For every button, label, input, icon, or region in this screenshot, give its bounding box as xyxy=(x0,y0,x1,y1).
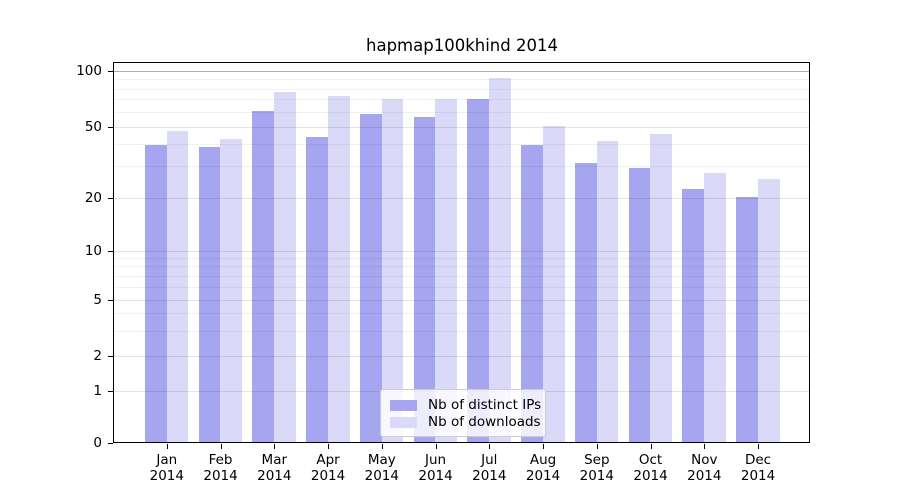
bar-downloads-oct xyxy=(650,133,673,442)
legend-label-downloads: Nb of downloads xyxy=(428,414,541,430)
x-axis-tick-feb xyxy=(220,444,222,449)
bar-distinct-ips-apr xyxy=(306,137,328,442)
y-axis-tick-10 xyxy=(108,250,113,252)
bar-distinct-ips-mar xyxy=(252,111,275,442)
bar-downloads-aug xyxy=(542,125,565,442)
gridline-9 xyxy=(114,257,809,259)
y-axis-tick-5 xyxy=(108,300,113,302)
gridline-100 xyxy=(114,70,809,72)
legend-item-downloads: Nb of downloads xyxy=(390,414,541,430)
gridline-4 xyxy=(114,313,809,315)
legend-item-distinct-ips: Nb of distinct IPs xyxy=(390,397,541,413)
gridline-6 xyxy=(114,286,809,288)
x-axis-tick-label-oct: Oct 2014 xyxy=(633,452,668,484)
y-axis-tick-label-0: 0 xyxy=(93,435,102,451)
y-axis-tick-label-2: 2 xyxy=(93,348,102,364)
plot-area xyxy=(113,62,810,443)
x-axis-tick-nov xyxy=(704,444,706,449)
y-axis-tick-0 xyxy=(108,443,113,445)
gridline-30 xyxy=(114,166,809,168)
x-axis-tick-jun xyxy=(435,444,437,449)
gridline-60 xyxy=(114,111,809,113)
x-axis-tick-label-aug: Aug 2014 xyxy=(525,452,561,484)
gridline-70 xyxy=(114,99,809,101)
x-axis-tick-label-nov: Nov 2014 xyxy=(687,452,722,484)
y-axis-tick-label-5: 5 xyxy=(93,292,102,308)
x-axis-tick-label-mar: Mar 2014 xyxy=(257,452,292,484)
chart-title: hapmap100khind 2014 xyxy=(366,36,558,55)
x-axis-tick-aug xyxy=(543,444,545,449)
x-axis-tick-label-jun: Jun 2014 xyxy=(418,452,453,484)
x-axis-tick-label-may: May 2014 xyxy=(364,452,399,484)
gridline-50 xyxy=(114,126,809,128)
bar-downloads-jul xyxy=(489,78,511,442)
legend-swatch-distinct-ips xyxy=(390,399,417,411)
y-axis-tick-20 xyxy=(108,197,113,199)
bar-downloads-feb xyxy=(220,139,243,442)
x-axis-tick-apr xyxy=(328,444,330,449)
bar-downloads-apr xyxy=(327,96,350,442)
y-axis-tick-2 xyxy=(108,356,113,358)
gridline-90 xyxy=(114,79,809,81)
y-axis-tick-label-10: 10 xyxy=(84,242,102,259)
gridline-2 xyxy=(114,355,809,357)
bar-distinct-ips-may xyxy=(359,113,382,442)
x-axis-tick-jul xyxy=(489,444,491,449)
x-axis-tick-label-jan: Jan 2014 xyxy=(149,452,184,484)
bar-distinct-ips-aug xyxy=(521,144,543,442)
gridline-20 xyxy=(114,197,809,199)
bar-downloads-jan xyxy=(166,130,189,442)
bar-distinct-ips-jul xyxy=(467,98,490,442)
gridline-40 xyxy=(114,143,809,145)
y-axis-tick-50 xyxy=(108,126,113,128)
x-axis-tick-label-apr: Apr 2014 xyxy=(310,452,346,484)
y-axis-tick-100 xyxy=(108,71,113,73)
bar-downloads-may xyxy=(381,98,404,442)
bar-distinct-ips-oct xyxy=(628,167,651,442)
bar-downloads-jun xyxy=(435,98,458,442)
bar-downloads-dec xyxy=(757,179,780,442)
bar-distinct-ips-nov xyxy=(682,189,705,442)
bar-downloads-sep xyxy=(596,141,619,442)
y-axis-tick-1 xyxy=(108,391,113,393)
x-axis-tick-dec xyxy=(758,444,760,449)
legend: Nb of distinct IPs Nb of downloads xyxy=(380,389,546,437)
gridline-10 xyxy=(114,250,809,252)
bar-distinct-ips-feb xyxy=(198,146,221,442)
x-axis-tick-may xyxy=(381,444,383,449)
bar-downloads-mar xyxy=(274,92,296,442)
bar-distinct-ips-jun xyxy=(413,116,436,442)
y-axis-tick-label-20: 20 xyxy=(84,189,102,206)
y-axis-tick-label-50: 50 xyxy=(84,118,102,135)
gridline-7 xyxy=(114,275,809,277)
x-axis-tick-label-dec: Dec 2014 xyxy=(740,452,776,484)
bar-downloads-nov xyxy=(704,173,726,442)
x-axis-tick-mar xyxy=(274,444,276,449)
gridline-3 xyxy=(114,331,809,333)
x-axis-tick-oct xyxy=(650,444,652,449)
x-axis-tick-label-jul: Jul 2014 xyxy=(472,452,507,484)
x-axis-tick-sep xyxy=(596,444,598,449)
legend-swatch-downloads xyxy=(390,416,417,428)
bar-distinct-ips-jan xyxy=(144,144,167,442)
bar-distinct-ips-dec xyxy=(736,196,758,442)
gridline-80 xyxy=(114,88,809,90)
x-axis-tick-jan xyxy=(166,444,168,449)
x-axis-tick-label-sep: Sep 2014 xyxy=(579,452,614,484)
y-axis-tick-label-1: 1 xyxy=(93,383,102,399)
gridline-8 xyxy=(114,266,809,268)
y-axis-tick-label-100: 100 xyxy=(76,63,102,79)
x-axis-tick-label-feb: Feb 2014 xyxy=(203,452,238,484)
legend-label-distinct-ips: Nb of distinct IPs xyxy=(428,397,542,413)
gridline-5 xyxy=(114,299,809,301)
bar-distinct-ips-sep xyxy=(574,162,597,442)
